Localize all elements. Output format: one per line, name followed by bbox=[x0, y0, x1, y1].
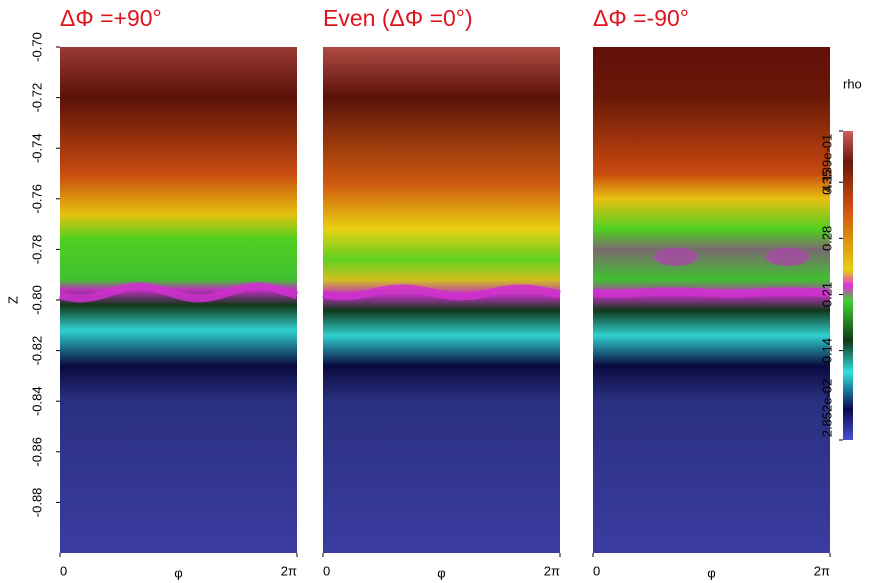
y-tick-label: -0.78 bbox=[29, 235, 44, 265]
panel-title: Even (ΔΦ =0°) bbox=[323, 5, 473, 31]
x-axis-label: φ bbox=[707, 565, 715, 580]
colorbar-tick-label: 0.14 bbox=[819, 338, 834, 363]
x-axis-label: φ bbox=[437, 565, 445, 580]
y-tick-label: -0.80 bbox=[29, 285, 44, 315]
magenta-band bbox=[59, 282, 299, 303]
colorbar bbox=[843, 131, 853, 440]
heatmap-field bbox=[593, 47, 830, 553]
y-tick-label: -0.86 bbox=[29, 437, 44, 467]
magenta-blob bbox=[653, 247, 698, 266]
colorbar-tick-label: 0.21 bbox=[819, 282, 834, 307]
y-tick-label: -0.88 bbox=[29, 488, 44, 518]
heatmap-field bbox=[60, 47, 297, 553]
heatmap-field bbox=[323, 47, 560, 553]
y-tick-label: -0.82 bbox=[29, 336, 44, 366]
x-tick-label: 0 bbox=[323, 563, 330, 578]
x-tick-label: 2π bbox=[544, 563, 560, 578]
colorbar-tick-label: 2.852e-02 bbox=[819, 379, 834, 438]
x-tick-label: 2π bbox=[281, 563, 297, 578]
y-tick-label: -0.72 bbox=[29, 83, 44, 113]
y-axis-label: Z bbox=[5, 296, 20, 304]
magenta-band bbox=[322, 284, 561, 301]
x-tick-label: 0 bbox=[593, 563, 600, 578]
panel-title: ΔΦ =-90° bbox=[593, 5, 689, 31]
colorbar-label: rho bbox=[843, 76, 862, 91]
colorbar-tick-label: 4.139e-01 bbox=[819, 134, 834, 193]
y-tick-label: -0.70 bbox=[29, 32, 44, 62]
magenta-band bbox=[592, 287, 831, 298]
x-tick-label: 0 bbox=[60, 563, 67, 578]
colorbar-tick-label: 0.35 bbox=[819, 170, 834, 195]
colorbar-tick-label: 0.28 bbox=[819, 226, 834, 251]
panel-title: ΔΦ =+90° bbox=[60, 5, 162, 31]
y-tick-label: -0.74 bbox=[29, 133, 44, 163]
x-axis-label: φ bbox=[174, 565, 182, 580]
x-tick-label: 2π bbox=[814, 563, 830, 578]
y-tick-label: -0.84 bbox=[29, 386, 44, 416]
magenta-blob bbox=[765, 247, 810, 266]
y-tick-label: -0.76 bbox=[29, 184, 44, 214]
